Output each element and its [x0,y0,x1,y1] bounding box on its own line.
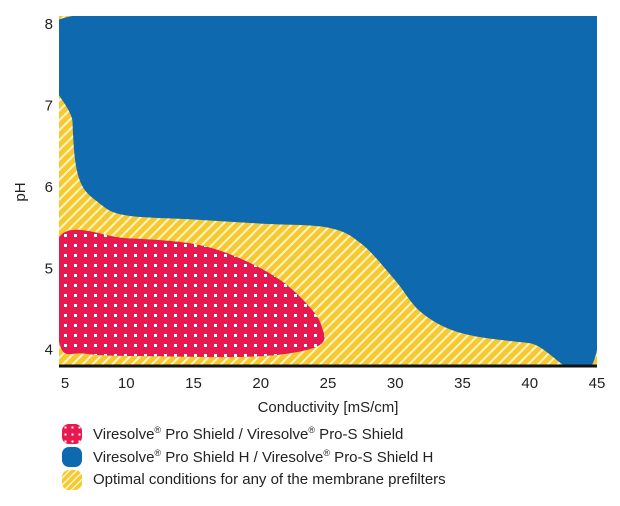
y-tick-label: 6 [45,179,53,196]
x-tick-label: 15 [185,375,202,392]
x-tick-label: 25 [320,375,337,392]
y-axis-label: pH [12,182,29,201]
x-tick-label: 40 [521,375,538,392]
legend-label-pro-shield: Viresolve® Pro Shield / Viresolve® Pro-S… [93,424,404,443]
y-tick-label: 8 [45,16,53,33]
x-axis-ticks: 5 10 15 20 25 30 35 40 45 [61,375,606,392]
x-axis-label: Conductivity [mS/cm] [258,399,399,416]
y-tick-label: 4 [45,342,53,359]
x-tick-label: 5 [61,375,69,392]
x-tick-label: 30 [387,375,404,392]
legend-swatch-pro-shield-h [62,446,82,467]
legend-item-pro-shield: Viresolve® Pro Shield / Viresolve® Pro-S… [62,422,446,445]
y-tick-label: 7 [45,98,53,115]
legend-label-optimal: Optimal conditions for any of the membra… [93,471,446,488]
region-pro-shield-h [59,16,597,366]
legend-label-pro-shield-h: Viresolve® Pro Shield H / Viresolve® Pro… [93,447,434,466]
legend-swatch-pro-shield [62,423,82,444]
region-pro-shield [59,229,325,358]
x-tick-label: 35 [454,375,471,392]
x-tick-label: 20 [252,375,269,392]
legend-item-optimal: Optimal conditions for any of the membra… [62,468,446,491]
y-axis-ticks: 4 5 6 7 8 [45,16,53,359]
legend: Viresolve® Pro Shield / Viresolve® Pro-S… [62,422,446,491]
x-tick-label: 10 [118,375,135,392]
plot-area [59,16,597,366]
y-tick-label: 5 [45,260,53,277]
x-tick-label: 45 [589,375,606,392]
legend-item-pro-shield-h: Viresolve® Pro Shield H / Viresolve® Pro… [62,445,446,468]
legend-swatch-optimal [62,469,82,490]
